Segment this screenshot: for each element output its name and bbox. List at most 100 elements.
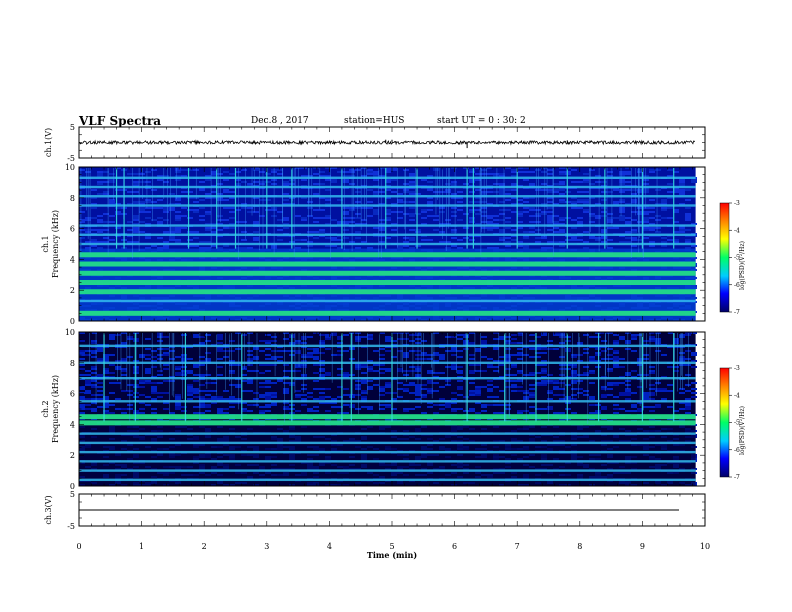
ch1-spectrogram-texture-cell [577,201,583,203]
ch1-spectrogram-texture-cell [553,223,559,225]
ch2-spectrogram-texture-cell [151,388,157,390]
ch2-spectrogram-texture-cell [145,354,151,356]
ch1-spectrogram-texture-cell [283,223,289,225]
ch2-spectrogram-texture-cell [151,356,157,358]
ch1-spectrogram-texture-cell [265,173,271,175]
ch1-spectrogram-texture-cell [283,203,289,205]
ch1-spectrogram-texture-cell [421,235,427,237]
ch2-spectrogram-texture-cell [481,340,487,342]
ch1-spectrogram-texture-cell [685,215,691,217]
ch2-spectrogram-texture-cell [217,408,223,410]
ch2-spectrogram-texture-cell [187,392,193,394]
ch2-spectrogram-texture-cell [691,396,697,398]
ch2-spectrogram-texture-cell [247,390,253,392]
ch2-spectrogram-texture-cell [349,332,355,334]
ch2-spectrogram-texture-cell [283,364,289,366]
ch1-spectrogram-texture-cell [337,239,343,241]
ch1-spectrogram-texture-cell [205,179,211,181]
ch2-spectrogram-texture-cell [529,356,535,358]
ch1-spectrogram-texture-cell [571,181,577,183]
ch1-spectrogram-texture-cell [565,201,571,203]
ch1-spectrogram-texture-cell [127,191,133,193]
ch2-spectrogram-texture-cell [199,390,205,392]
ch2-spectrogram-texture-cell [655,404,661,406]
ch1-spectrogram-texture-cell [499,209,505,211]
ch2-spectrogram-texture-cell [685,412,691,414]
ch2-spectrogram-texture-cell [469,364,475,366]
ch1-spectrogram-texture-cell [523,171,529,173]
ch2-spectrogram-texture-cell [577,388,583,390]
ch1-spectrogram-texture-cell [361,219,367,221]
ch2-spectrogram-texture-cell [517,410,523,412]
ch1-spectrogram-texture-cell [427,181,433,183]
ch1-spectrogram-texture-cell [607,217,613,219]
ch2-spectrogram-texture-cell [607,332,613,334]
ch1-spectrogram-band [79,176,696,179]
ch1-spectrogram-texture-cell [667,235,673,237]
ch1-spectrogram-texture-cell [637,207,643,209]
ch2-spectrogram-texture-cell [355,380,361,382]
ch2-spectrogram-texture-cell [691,352,697,354]
ch2-spectrogram-texture-cell [265,406,271,408]
ch1-spectrogram-texture-cell [637,189,643,191]
ch1-spectrogram-texture-cell [397,193,403,195]
ch2-spectrogram-texture-cell [199,404,205,406]
ch2-spectrogram-texture-cell [109,354,115,356]
ch2-spectrogram-texture-cell [193,392,199,394]
ch2-spectrogram-texture-cell [151,412,157,414]
ch2-spectrogram-texture-cell [319,398,325,400]
ch1-spectrogram-texture-cell [619,179,625,181]
ch1-spectrogram-texture-cell [601,231,607,233]
ch1-spectrogram-texture-cell [589,169,595,171]
ch2-spectrogram-texture-cell [571,356,577,358]
ch1-spectrogram-texture-cell [217,173,223,175]
ch2-spectrogram-texture-cell [193,374,199,376]
ch2-spectrogram-texture-cell [79,396,85,398]
ch1-spectrogram-texture-cell [217,235,223,237]
ch1-spectrogram-texture-cell [367,189,373,191]
ch1-spectrogram-texture-cell [325,179,331,181]
ch1-spectrogram-texture-cell [469,239,475,241]
ch1-spectrogram-texture-cell [283,193,289,195]
ch1-spectrogram-texture-cell [115,203,121,205]
ch1-spectrogram-texture-cell [391,203,397,205]
ch1-spectrogram-texture-cell [577,223,583,225]
ch2-spectrogram-texture-cell [517,386,523,388]
ch1-spectrogram-texture-cell [385,237,391,239]
ch1-spectrogram-texture-cell [469,181,475,183]
ch1-spectrogram-texture-cell [169,229,175,231]
ch1-spectrogram-texture-cell [253,223,259,225]
ch2-spectrogram-texture-cell [601,386,607,388]
ch2-spectrogram-texture-cell [205,334,211,336]
ch2-spectrogram-texture-cell [199,374,205,376]
ch2-spectrogram-texture-cell [199,384,205,386]
ch2-spectrogram-texture-cell [271,396,277,398]
ch2-spectrogram-texture-cell [685,358,691,360]
ch1-spectrogram-texture-cell [595,217,601,219]
ch1-spectrogram-texture-cell [619,215,625,217]
ch2-spectrogram-texture-cell [241,366,247,368]
ch1-spectrogram-texture-cell [655,203,661,205]
ch2-spectrogram-texture-cell [475,412,481,414]
ch2-spectrogram-texture-cell [547,374,553,376]
ch2-spectrogram-texture-cell [139,402,145,404]
ch1-spectrogram-texture-cell [127,235,133,237]
ch1-spectrogram-texture-cell [613,227,619,229]
ch2-spectrogram-texture-cell [295,366,301,368]
ch1-spectrogram-texture-cell [451,183,457,185]
ch1-spectrogram-texture-cell [331,239,337,241]
ch2-spectrogram-texture-cell [355,366,361,368]
ch1-spectrogram-texture-cell [487,173,493,175]
ch2-spectrogram-texture-cell [439,354,445,356]
ch1-spectrogram-texture-cell [529,207,535,209]
ch1-spectrogram-texture-cell [343,229,349,231]
ch1-spectrogram-texture-cell [505,193,511,195]
ch2-spectrogram-texture-cell [559,394,565,396]
ch2-spectrogram-texture-cell [625,390,631,392]
ch2-spectrogram-texture-cell [601,396,607,398]
ch2-spectrogram-texture-cell [655,350,661,352]
ch1-spectrogram-texture-cell [181,191,187,193]
ch2-spectrogram-texture-cell [133,410,139,412]
ch2-spectrogram-texture-cell [565,348,571,350]
ch1-spectrogram-texture-cell [565,191,571,193]
